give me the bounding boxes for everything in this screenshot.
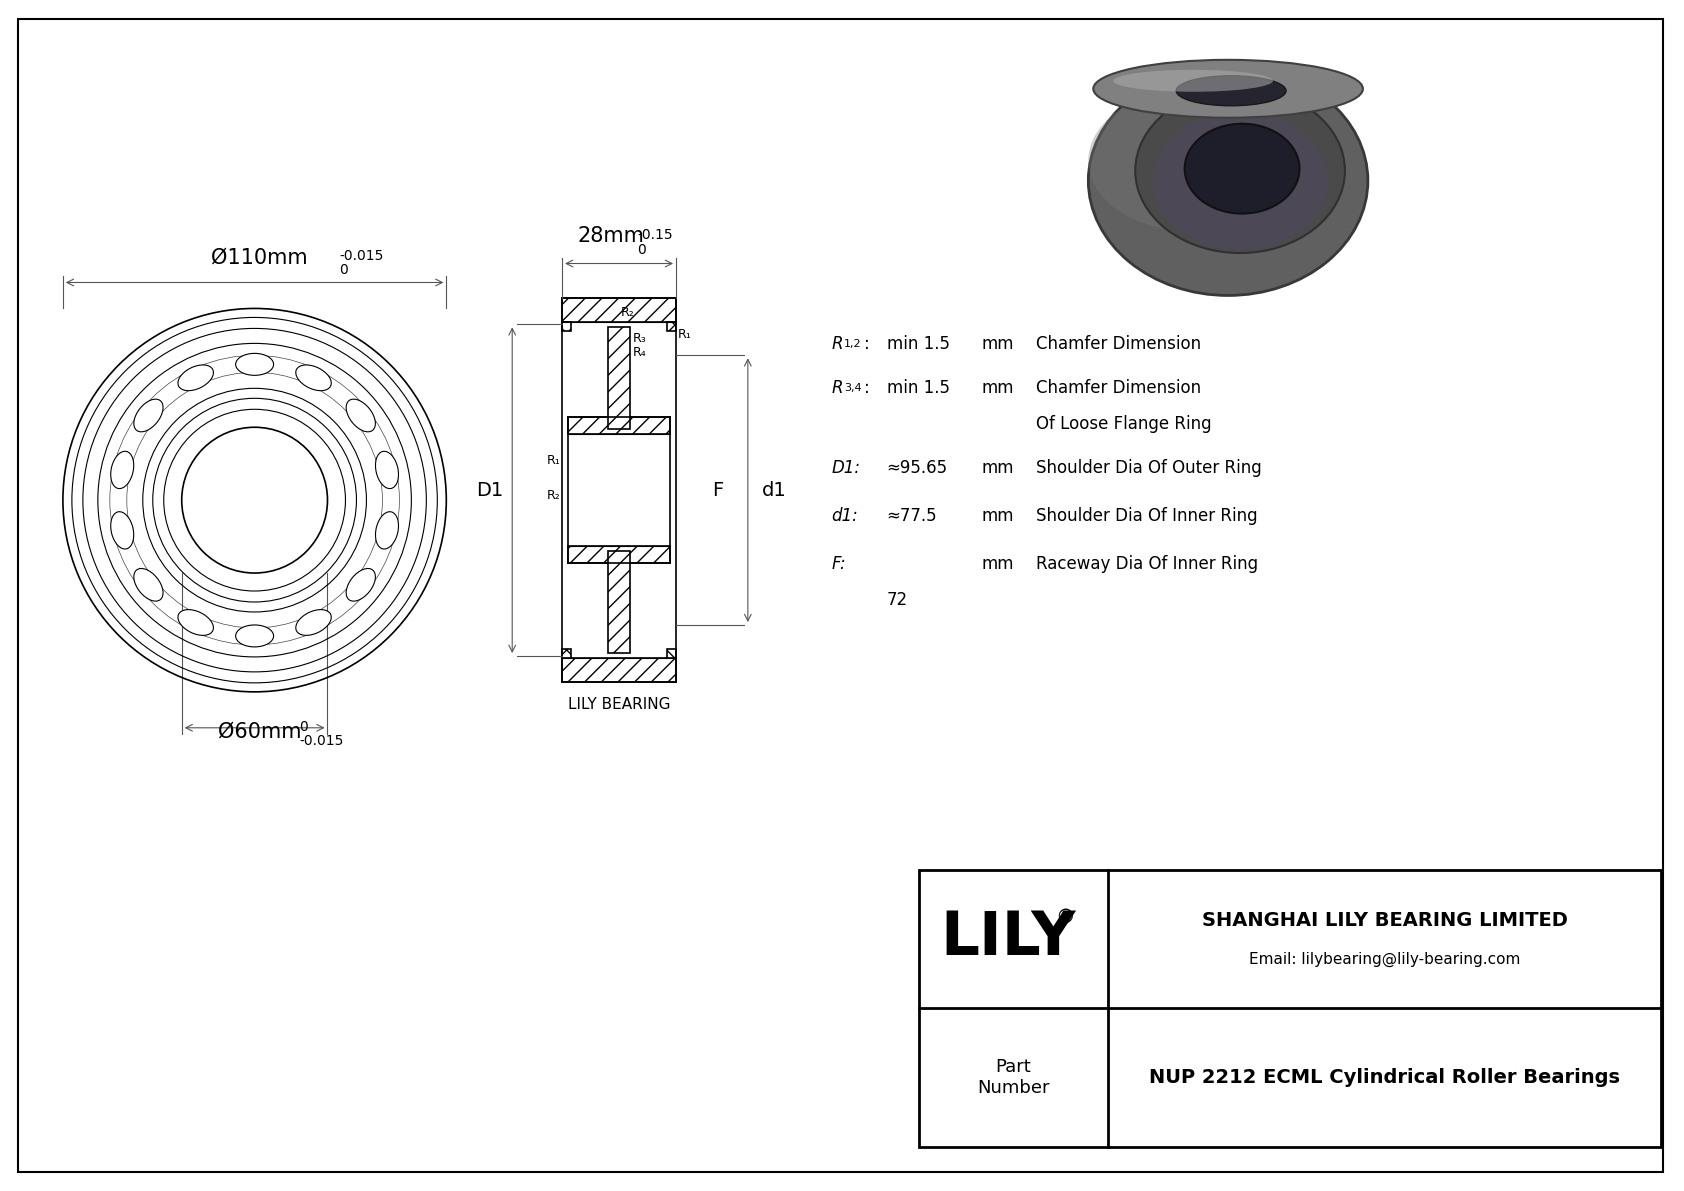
Text: R: R [832,380,844,398]
Text: R₂: R₂ [621,306,635,319]
Text: NUP 2212 ECML Cylindrical Roller Bearings: NUP 2212 ECML Cylindrical Roller Bearing… [1150,1068,1620,1087]
Bar [667,323,675,331]
Ellipse shape [376,451,399,488]
Text: mm: mm [982,555,1014,573]
Text: F:: F: [832,555,847,573]
Text: R₁: R₁ [679,329,692,342]
Text: SHANGHAI LILY BEARING LIMITED: SHANGHAI LILY BEARING LIMITED [1202,911,1568,930]
Ellipse shape [376,512,399,549]
Text: LILY: LILY [941,910,1076,968]
Text: -0.15: -0.15 [637,227,672,242]
Text: Ø110mm: Ø110mm [210,248,308,268]
Ellipse shape [133,399,163,432]
Text: 28mm: 28mm [578,225,645,245]
Ellipse shape [236,625,273,647]
Text: -0.015: -0.015 [300,734,344,748]
Text: 0: 0 [300,719,308,734]
Ellipse shape [296,364,332,391]
Text: mm: mm [982,507,1014,525]
Bar [918,869,1662,1147]
Ellipse shape [296,610,332,635]
Text: d1:: d1: [832,507,859,525]
Text: ≈95.65: ≈95.65 [887,460,948,478]
Text: Shoulder Dia Of Outer Ring: Shoulder Dia Of Outer Ring [1036,460,1261,478]
Text: Chamfer Dimension: Chamfer Dimension [1036,336,1201,354]
Text: D1:: D1: [832,460,861,478]
Ellipse shape [1175,76,1287,106]
Text: R₃: R₃ [633,332,647,345]
Text: mm: mm [982,380,1014,398]
Ellipse shape [347,399,376,432]
Text: min 1.5: min 1.5 [887,380,950,398]
Ellipse shape [1093,60,1362,118]
Text: R₂: R₂ [546,488,561,501]
Bar [608,328,630,429]
Text: 0: 0 [340,263,349,278]
Text: Of Loose Flange Ring: Of Loose Flange Ring [1036,416,1212,434]
Text: LILY BEARING: LILY BEARING [568,697,670,712]
Bar [608,551,630,653]
Text: Ø60mm: Ø60mm [217,722,301,742]
Ellipse shape [179,610,214,635]
Text: 72: 72 [887,591,908,609]
Ellipse shape [111,512,133,549]
Ellipse shape [236,354,273,375]
Text: R₁: R₁ [546,454,561,467]
Bar [568,417,670,435]
Ellipse shape [179,364,214,391]
Bar [568,547,670,563]
Text: ®: ® [1056,908,1074,927]
Bar [562,299,675,323]
Text: 3,4: 3,4 [844,384,861,393]
Text: min 1.5: min 1.5 [887,336,950,354]
Ellipse shape [133,568,163,601]
Bar [562,649,571,657]
Ellipse shape [1135,88,1346,252]
Ellipse shape [347,568,376,601]
Text: Chamfer Dimension: Chamfer Dimension [1036,380,1201,398]
Text: -0.015: -0.015 [340,249,384,262]
Text: Raceway Dia Of Inner Ring: Raceway Dia Of Inner Ring [1036,555,1258,573]
Bar [667,649,675,657]
Ellipse shape [1088,66,1367,295]
Ellipse shape [1113,70,1273,92]
Text: 0: 0 [637,243,645,256]
Text: :: : [864,380,869,398]
Text: Email: lilybearing@lily-bearing.com: Email: lilybearing@lily-bearing.com [1250,952,1521,967]
Text: 1,2: 1,2 [844,339,861,349]
Text: :: : [864,336,869,354]
Text: Shoulder Dia Of Inner Ring: Shoulder Dia Of Inner Ring [1036,507,1258,525]
Ellipse shape [111,451,133,488]
Bar [562,657,675,682]
Ellipse shape [1184,124,1300,213]
Ellipse shape [1154,112,1327,250]
Ellipse shape [1088,91,1288,231]
Bar [562,323,571,331]
Text: D1: D1 [477,481,504,500]
Text: mm: mm [982,336,1014,354]
Text: Part
Number: Part Number [977,1059,1049,1097]
Text: mm: mm [982,460,1014,478]
Text: R₄: R₄ [633,347,647,360]
Text: R: R [832,336,844,354]
Text: d1: d1 [761,481,786,500]
Text: ≈77.5: ≈77.5 [887,507,938,525]
Text: F: F [712,481,724,500]
